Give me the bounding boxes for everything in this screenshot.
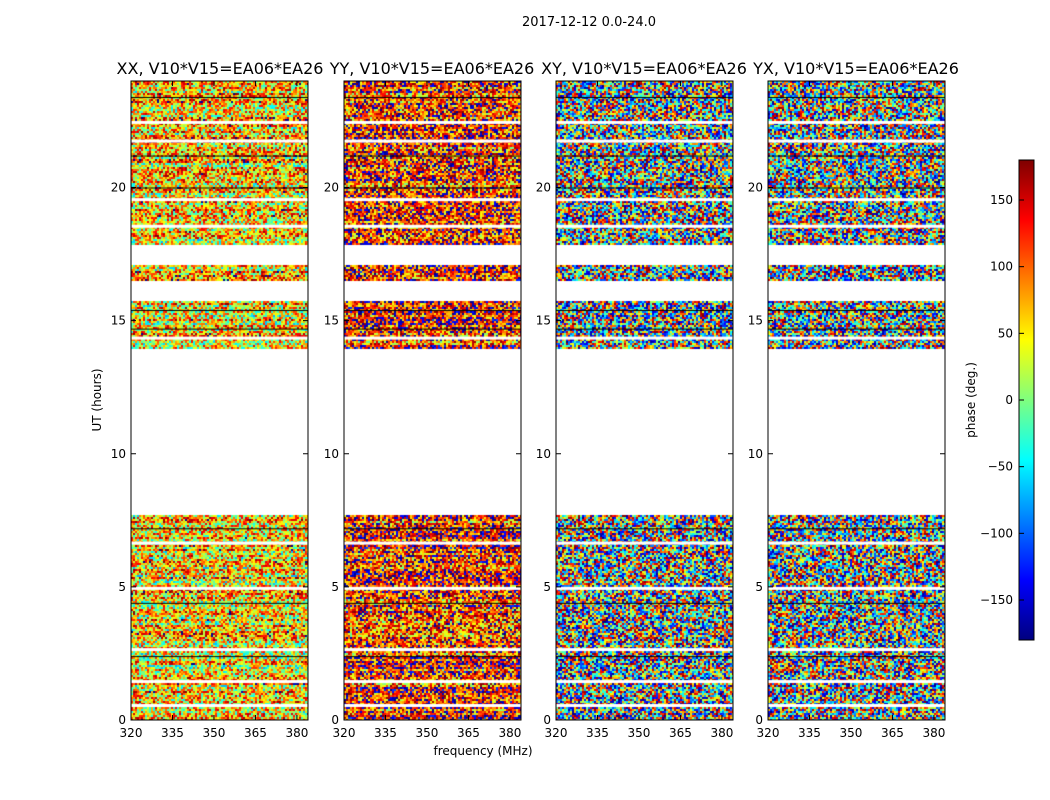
colorbar-label: phase (deg.) [964, 362, 978, 438]
x-tick-label: 380 [710, 726, 733, 740]
x-tick-label: 335 [161, 726, 184, 740]
x-tick-label: 320 [757, 726, 780, 740]
colorbar-tick-label: −50 [988, 460, 1013, 474]
plot-frame [767, 80, 946, 721]
y-tick-label: 20 [536, 181, 551, 195]
figure-title: 2017-12-12 0.0-24.0 [522, 15, 656, 30]
x-tick-label: 335 [374, 726, 397, 740]
y-tick-label: 15 [111, 314, 126, 328]
x-tick-label: 350 [840, 726, 863, 740]
phase-heatmap [344, 81, 521, 720]
panel-xy: XY, V10*V15=EA06*EA26 320 335 350 365 380 0 5 1… [536, 59, 747, 740]
y-tick-label: 5 [118, 580, 126, 594]
y-tick-label: 0 [331, 713, 339, 727]
phase-heatmap [556, 81, 733, 720]
x-tick-label: 380 [498, 726, 521, 740]
x-tick-label: 365 [881, 726, 904, 740]
x-tick-label: 320 [333, 726, 356, 740]
y-tick-label: 10 [324, 447, 339, 461]
x-tick-label: 365 [457, 726, 480, 740]
y-tick-label: 5 [331, 580, 339, 594]
x-tick-label: 365 [244, 726, 267, 740]
y-tick-label: 5 [543, 580, 551, 594]
x-tick-label: 335 [798, 726, 821, 740]
phase-heatmap [131, 81, 308, 720]
panel-title-yx: YX, V10*V15=EA06*EA26 [752, 59, 959, 78]
panel-title-xy: XY, V10*V15=EA06*EA26 [541, 59, 747, 78]
x-tick-label: 350 [628, 726, 651, 740]
plot-frame [343, 80, 522, 721]
y-tick-label: 5 [755, 580, 763, 594]
y-tick-label: 15 [324, 314, 339, 328]
x-tick-label: 365 [669, 726, 692, 740]
colorbar-tick-label: 100 [990, 260, 1013, 274]
colorbar-tick-label: 150 [990, 193, 1013, 207]
y-tick-label: 0 [755, 713, 763, 727]
x-tick-label: 380 [922, 726, 945, 740]
y-tick-label: 15 [536, 314, 551, 328]
colorbar-tick-label: −100 [980, 526, 1013, 540]
colorbar: phase (deg.) 150 100 50 0 −50 −100 −150 [964, 159, 1035, 641]
y-tick-label: 15 [748, 314, 763, 328]
plot-frame [130, 80, 309, 721]
colorbar-tick-label: 50 [998, 326, 1013, 340]
y-tick-label: 10 [536, 447, 551, 461]
plot-frame [555, 80, 734, 721]
y-tick-label: 10 [748, 447, 763, 461]
panel-title-yy: YY, V10*V15=EA06*EA26 [329, 59, 535, 78]
y-tick-label: 0 [543, 713, 551, 727]
y-axis-label: UT (hours) [90, 368, 104, 431]
x-tick-label: 320 [545, 726, 568, 740]
x-axis-label: frequency (MHz) [433, 744, 532, 758]
colorbar-tick-label: −150 [980, 593, 1013, 607]
x-tick-label: 350 [203, 726, 226, 740]
x-tick-label: 335 [586, 726, 609, 740]
y-tick-label: 20 [111, 181, 126, 195]
x-tick-label: 320 [120, 726, 143, 740]
y-tick-label: 20 [748, 181, 763, 195]
x-tick-label: 350 [416, 726, 439, 740]
colorbar-tick-label: 0 [1005, 393, 1013, 407]
panel-yy: YY, V10*V15=EA06*EA26 320 335 350 365 380 0 5 1… [324, 59, 535, 740]
y-tick-label: 0 [118, 713, 126, 727]
panel-yx: YX, V10*V15=EA06*EA26 320 335 350 365 380 0 5 1… [748, 59, 959, 740]
x-tick-label: 380 [285, 726, 308, 740]
panel-xx: XX, V10*V15=EA06*EA26 320 335 350 365 380 0 5 1… [111, 59, 324, 740]
y-tick-label: 20 [324, 181, 339, 195]
panel-title-xx: XX, V10*V15=EA06*EA26 [117, 59, 324, 78]
phase-heatmap [768, 81, 945, 720]
y-tick-label: 10 [111, 447, 126, 461]
